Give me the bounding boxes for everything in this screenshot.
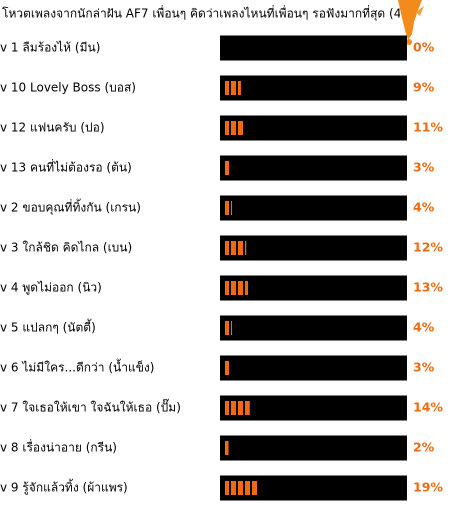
percent-label: 4% xyxy=(413,200,435,215)
option-label: v 10 Lovely Boss (บอส) xyxy=(0,81,136,95)
percent-label: 13% xyxy=(413,280,443,295)
bar-track xyxy=(220,75,407,101)
bar xyxy=(225,401,250,415)
percent-label: 9% xyxy=(413,80,435,95)
bar xyxy=(225,441,229,455)
bar-track xyxy=(220,395,407,421)
percent-label: 11% xyxy=(413,120,443,135)
bar xyxy=(225,481,259,495)
percent-label: 3% xyxy=(413,360,435,375)
bar-track xyxy=(220,235,407,261)
bar-track xyxy=(220,435,407,461)
bar xyxy=(225,321,233,335)
option-label: v 4 พูดไม่ออก (นิว) xyxy=(0,281,102,296)
percent-label: 2% xyxy=(413,440,435,455)
option-label: v 3 ใกล้ชิด คิดไกล (เบน) xyxy=(0,241,132,255)
bar-track xyxy=(220,275,407,301)
bar xyxy=(225,281,249,295)
bar-track xyxy=(220,115,407,141)
percent-label: 14% xyxy=(413,400,443,415)
bar xyxy=(225,81,241,95)
poll-title: โหวตเพลงจากนักล่าฝัน AF7 เพื่อนๆ คิดว่าเ… xyxy=(2,5,449,22)
option-label: v 2 ขอบคุณที่ทิ้งกัน (เกรน) xyxy=(0,199,141,216)
bar xyxy=(225,361,231,375)
option-label: v 13 คนที่ไม่ต้องรอ (ต้น) xyxy=(0,159,132,175)
option-label: v 8 เรื่องน่าอาย (กรีน) xyxy=(0,439,117,455)
bar xyxy=(225,121,245,135)
bar-track xyxy=(220,195,407,221)
bar-track xyxy=(220,35,407,61)
percent-label: 4% xyxy=(413,320,435,335)
option-label: v 1 ลืมร้องไห้ (มีน) xyxy=(0,41,100,55)
option-label: v 7 ใจเธอให้เขา ใจฉันให้เธอ (ปั๊ม) xyxy=(0,399,181,415)
bar-track xyxy=(220,355,407,381)
percent-label: 3% xyxy=(413,160,435,175)
bar xyxy=(225,161,231,175)
option-label: v 12 แฟนครับ (ปอ) xyxy=(0,121,105,135)
percent-label: 0% xyxy=(413,40,435,55)
bar xyxy=(225,201,233,215)
percent-label: 19% xyxy=(413,480,443,495)
bar xyxy=(225,241,247,255)
option-label: v 6 ไม่มีใคร...ดีกว่า (น้ำแข็ง) xyxy=(0,359,154,375)
bar-track xyxy=(220,155,407,181)
option-label: v 9 รู้จักแล้วทิ้ง (ผ้าแพร) xyxy=(0,479,128,496)
percent-label: 12% xyxy=(413,240,443,255)
option-label: v 5 แปลกๆ (นัตตี้) xyxy=(0,319,96,335)
bar-track xyxy=(220,315,407,341)
splash xyxy=(398,0,424,45)
